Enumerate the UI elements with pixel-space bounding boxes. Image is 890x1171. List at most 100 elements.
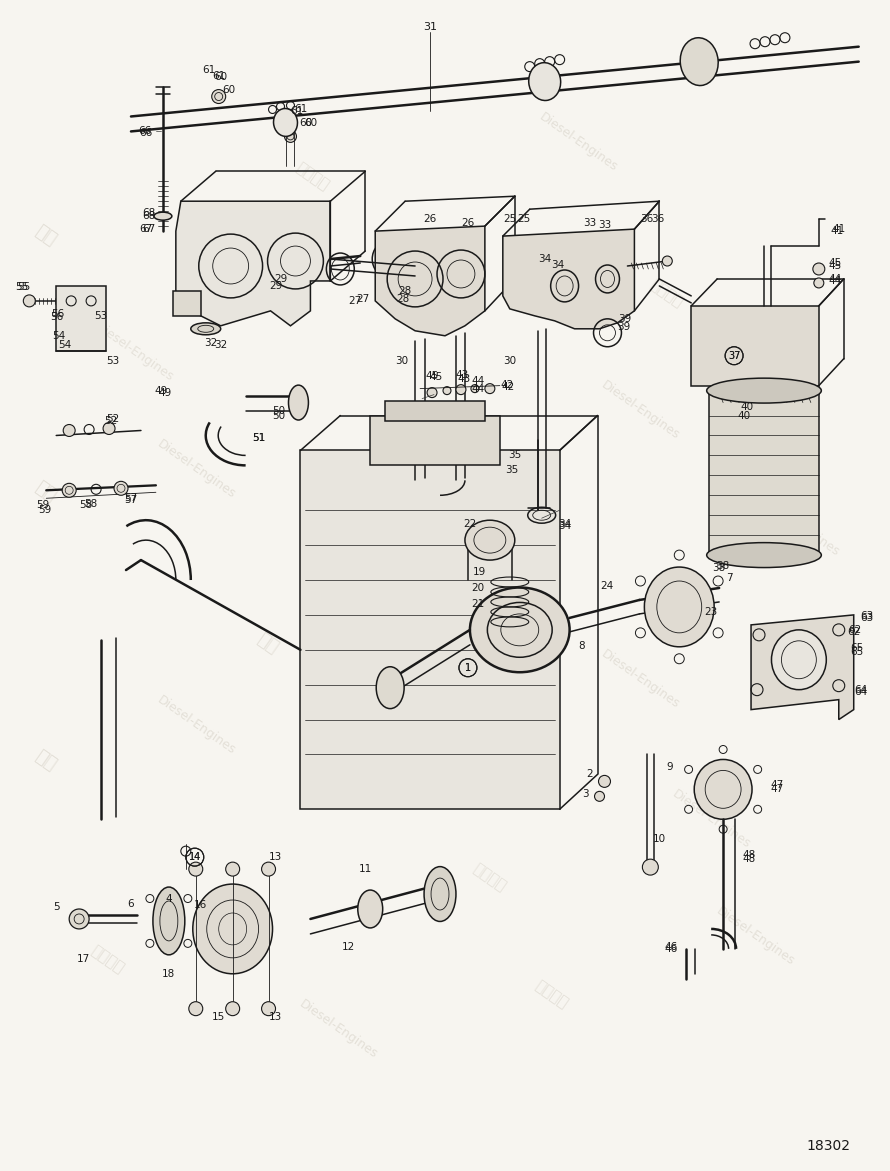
Text: 33: 33: [583, 218, 596, 228]
Text: 67: 67: [140, 224, 152, 234]
Text: 45: 45: [429, 371, 442, 382]
Text: 25: 25: [503, 214, 516, 224]
Text: 45: 45: [829, 258, 841, 268]
Text: 60: 60: [222, 84, 235, 95]
Text: 63: 63: [860, 611, 873, 621]
Ellipse shape: [772, 630, 826, 690]
Circle shape: [189, 862, 203, 876]
Text: 47: 47: [771, 785, 783, 794]
Circle shape: [598, 775, 611, 787]
Text: 43: 43: [456, 370, 468, 379]
Text: 52: 52: [107, 413, 119, 424]
Text: 66: 66: [138, 126, 151, 137]
Text: 3: 3: [582, 789, 589, 800]
Text: 48: 48: [742, 850, 756, 861]
Text: 39: 39: [617, 322, 630, 331]
Circle shape: [262, 862, 276, 876]
Text: 37: 37: [728, 351, 740, 361]
Text: Diesel-Engines: Diesel-Engines: [155, 437, 239, 501]
Text: 25: 25: [517, 214, 530, 224]
Text: 16: 16: [194, 900, 207, 910]
Text: 44: 44: [829, 274, 841, 283]
Text: 56: 56: [52, 309, 65, 319]
Text: 31: 31: [423, 22, 437, 32]
Ellipse shape: [190, 323, 221, 335]
Circle shape: [62, 484, 77, 498]
Circle shape: [813, 278, 824, 288]
Ellipse shape: [707, 378, 821, 403]
Text: Diesel-Engines: Diesel-Engines: [599, 378, 682, 443]
Circle shape: [285, 130, 296, 143]
Bar: [173, 290, 201, 316]
Text: 65: 65: [850, 646, 863, 657]
Text: 28: 28: [399, 286, 412, 296]
Bar: [370, 416, 500, 465]
Text: 26: 26: [424, 214, 437, 224]
Text: 59: 59: [38, 505, 52, 515]
Text: 15: 15: [212, 1012, 225, 1021]
Text: 59: 59: [36, 500, 50, 511]
Text: 54: 54: [59, 340, 72, 350]
Text: 48: 48: [742, 854, 756, 864]
Text: 35: 35: [508, 451, 522, 460]
Text: 41: 41: [832, 224, 846, 234]
Text: 34: 34: [551, 260, 564, 271]
Text: 61: 61: [290, 107, 303, 116]
Text: 30: 30: [395, 356, 409, 365]
Text: 57: 57: [125, 495, 138, 505]
Text: 34: 34: [558, 521, 571, 532]
Text: 68: 68: [142, 211, 156, 221]
Text: 19: 19: [473, 567, 487, 577]
Text: 动力: 动力: [32, 747, 60, 774]
Text: 49: 49: [158, 388, 172, 398]
Text: 5: 5: [53, 902, 60, 912]
Text: 60: 60: [299, 118, 312, 129]
Text: 18: 18: [162, 968, 175, 979]
Text: 14: 14: [189, 852, 201, 862]
Circle shape: [114, 481, 128, 495]
Text: 38: 38: [713, 563, 725, 573]
Text: 34: 34: [538, 254, 551, 263]
Text: 60: 60: [303, 118, 317, 129]
Text: 64: 64: [854, 685, 868, 694]
Text: 39: 39: [618, 314, 631, 324]
Text: 柴发动力: 柴发动力: [89, 943, 127, 975]
Circle shape: [443, 386, 451, 395]
Bar: [56, 286, 106, 351]
Circle shape: [212, 89, 226, 103]
Text: 24: 24: [600, 581, 613, 591]
Text: 51: 51: [252, 433, 265, 444]
Text: 42: 42: [501, 382, 514, 391]
Text: 61: 61: [212, 70, 225, 81]
Circle shape: [23, 295, 36, 307]
Circle shape: [662, 256, 672, 266]
Text: 47: 47: [771, 780, 783, 790]
Polygon shape: [751, 615, 854, 720]
Text: 54: 54: [53, 330, 66, 341]
Text: 13: 13: [269, 1012, 282, 1021]
Bar: [709, 391, 819, 555]
Text: 36: 36: [651, 214, 664, 224]
Polygon shape: [176, 201, 330, 326]
Ellipse shape: [465, 520, 514, 560]
Ellipse shape: [680, 37, 718, 85]
Text: 2: 2: [587, 769, 593, 780]
Text: 26: 26: [461, 218, 474, 228]
Text: 21: 21: [472, 598, 484, 609]
Ellipse shape: [288, 385, 309, 420]
Text: 44: 44: [829, 276, 841, 286]
Ellipse shape: [644, 567, 714, 646]
Text: 28: 28: [397, 294, 409, 304]
Text: 9: 9: [666, 762, 673, 773]
Text: 64: 64: [854, 686, 868, 697]
Text: 49: 49: [154, 385, 167, 396]
Text: 65: 65: [850, 643, 863, 652]
Ellipse shape: [707, 542, 821, 568]
Ellipse shape: [153, 888, 185, 954]
Text: 57: 57: [125, 493, 138, 504]
Circle shape: [262, 1001, 276, 1015]
Ellipse shape: [154, 212, 172, 220]
Text: 60: 60: [214, 71, 227, 82]
Text: 4: 4: [166, 893, 172, 904]
Text: 22: 22: [464, 519, 476, 529]
